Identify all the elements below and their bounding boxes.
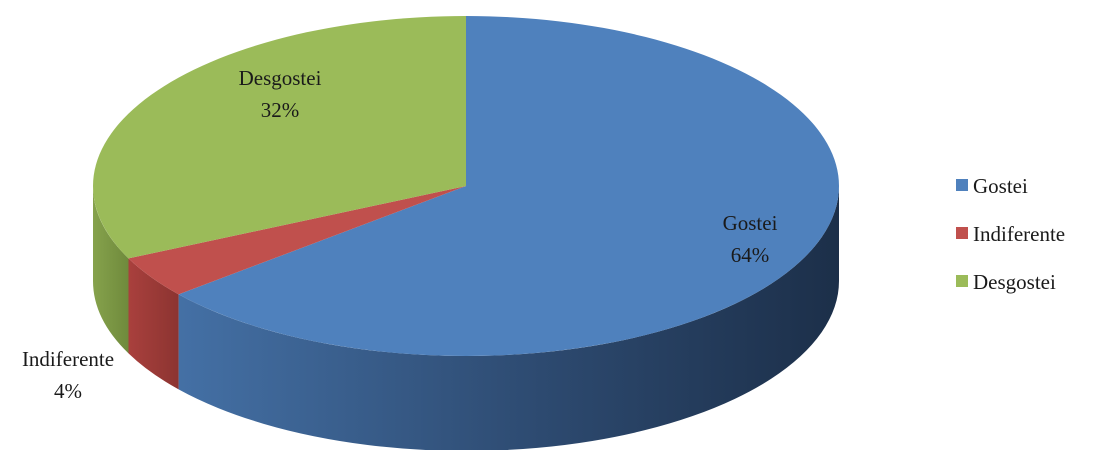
pie-slice-desgostei <box>93 16 466 259</box>
pie-slice-gostei <box>178 16 840 357</box>
slice-label-desgostei-value: 32% <box>261 98 300 122</box>
pie-tops <box>93 16 840 357</box>
slice-label-gostei-value: 64% <box>731 243 770 267</box>
slice-labels: Gostei 64% Indiferente 4% Desgostei 32% <box>22 66 778 403</box>
pie-side-gostei <box>178 186 840 451</box>
pie-side-indiferente <box>128 258 179 390</box>
legend-label-indiferente: Indiferente <box>973 222 1065 246</box>
slice-label-gostei-name: Gostei <box>723 211 778 235</box>
legend-swatch-gostei <box>956 179 968 191</box>
legend-swatch-desgostei <box>956 275 968 287</box>
legend-label-desgostei: Desgostei <box>973 270 1056 294</box>
legend-label-gostei: Gostei <box>973 174 1028 198</box>
pie-side-desgostei <box>93 186 129 354</box>
slice-label-indiferente-value: 4% <box>54 379 82 403</box>
slice-label-indiferente-name: Indiferente <box>22 347 114 371</box>
pie-slice-indiferente <box>128 186 466 295</box>
legend: Gostei Indiferente Desgostei <box>956 174 1065 294</box>
pie-sides <box>93 186 840 451</box>
slice-label-desgostei-name: Desgostei <box>239 66 322 90</box>
legend-swatch-indiferente <box>956 227 968 239</box>
